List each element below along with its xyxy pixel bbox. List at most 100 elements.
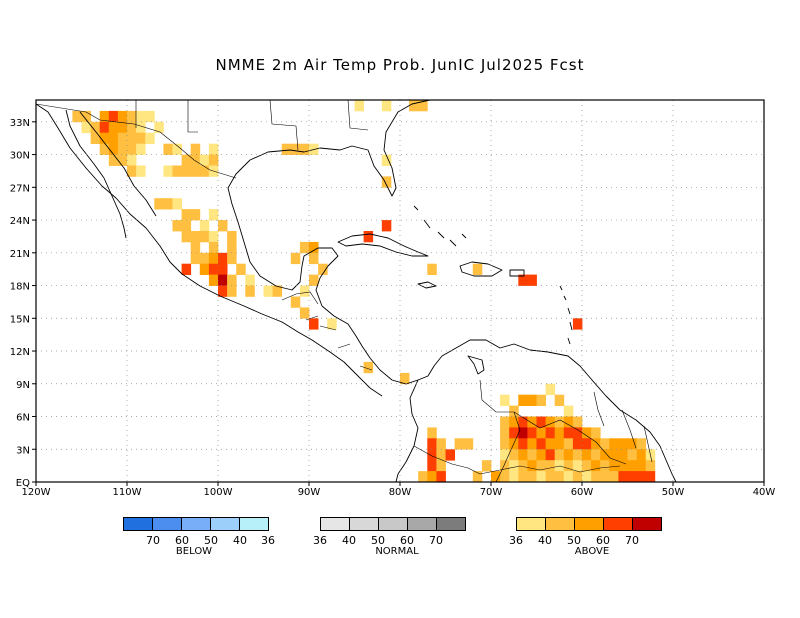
probability-cell [163,198,173,210]
legend-below-swatch-60 [152,517,182,531]
border-colombia-ecuador-peru [413,445,481,475]
probability-cell [582,438,592,450]
probability-cell [500,449,510,461]
probability-cell [108,121,119,134]
probability-cell [208,241,219,254]
probability-cell [181,263,192,275]
lon-label: 110W [113,487,142,498]
probability-cell [81,121,91,134]
probability-cell [527,471,537,483]
legend-below-caption: BELOW [175,546,213,557]
legend-above-tick: 70 [625,534,639,547]
probability-cell [636,449,647,461]
legend-normal-tick: 36 [313,534,327,547]
lon-label: 80W [389,487,412,498]
probability-cell [117,143,128,155]
probability-cell [436,449,446,461]
probability-cell [527,274,537,286]
lat-label: 6N [16,413,30,424]
coast-baja-california [65,109,127,239]
probability-cell [509,405,519,417]
legend-above-tick: 40 [538,534,552,547]
probability-cell [245,274,255,286]
probability-cell [218,220,228,232]
border-brazil-peru [479,465,621,475]
probability-cell [563,427,574,439]
probability-cell [536,427,546,439]
probability-cell [545,460,556,472]
probability-cell [491,471,501,483]
legend-normal-caption: NORMAL [375,546,419,557]
legend-normal-tick: 70 [429,534,443,547]
coast-hispaniola [459,261,503,277]
border-us-states [135,99,369,151]
legend-normal-swatch-50 [378,517,408,531]
probability-cell [127,143,137,155]
lon-label: 90W [298,487,321,498]
probability-cell [454,438,465,450]
probability-cell [400,372,410,385]
probability-cell [208,209,219,221]
probability-cell [436,460,446,472]
probability-cell [554,427,565,439]
probability-cell [618,449,628,461]
probability-cell [208,252,219,265]
legend-below-tick: 60 [175,534,189,547]
probability-cell [117,110,128,123]
probability-cell [381,220,392,232]
coast-central-america-east [321,305,677,483]
probability-cell [381,100,392,112]
probability-cell [99,110,110,123]
probability-cell [527,416,537,428]
probability-cell [136,121,146,134]
probability-cell [518,274,528,286]
probability-cell [227,285,237,297]
probability-cell [172,165,182,177]
probability-cell [127,121,137,134]
probability-cell [427,460,437,472]
probability-cell [181,154,192,166]
probability-cell [636,471,647,483]
probability-cell [563,449,574,461]
probability-cell [518,460,528,472]
coast-lake-maracaibo [467,355,485,375]
probability-cell [309,318,319,330]
probability-cell [127,154,137,166]
probability-cell [190,241,201,254]
probability-cell [227,241,237,254]
probability-cell [518,416,528,428]
probability-cell [72,110,82,123]
probability-cell [163,165,173,177]
graticule [36,100,764,482]
probability-cell [563,405,574,417]
probability-cell [536,449,546,461]
legend-below-swatch-70 [123,517,153,531]
probability-cell [281,143,292,155]
probability-cell [554,416,565,428]
probability-cell [627,438,637,450]
probability-cell [199,165,210,177]
probability-cell [463,438,474,450]
probability-cell [427,263,437,275]
probability-cell [591,438,601,450]
probability-cell [500,471,510,483]
probability-cell [127,110,137,123]
probability-cell [117,154,128,166]
map-title: NMME 2m Air Temp Prob. JunIC Jul2025 Fcs… [215,56,585,74]
lat-label: 21N [10,249,30,260]
probability-cell [427,471,437,483]
legend-below-swatch-50 [181,517,211,531]
probability-cell [563,438,574,450]
probability-cell [145,132,155,144]
legend-normal-swatch-70 [436,517,466,531]
coast-gulf-california [79,111,157,217]
probability-cell [472,263,483,275]
probability-cell [545,427,556,439]
probability-cell [181,231,192,243]
probability-cell [618,438,628,450]
probability-cell [563,471,574,483]
probability-cell [427,438,437,450]
legend-below-tick: 36 [261,534,275,547]
probability-cell [108,110,119,123]
probability-cell [618,460,628,472]
